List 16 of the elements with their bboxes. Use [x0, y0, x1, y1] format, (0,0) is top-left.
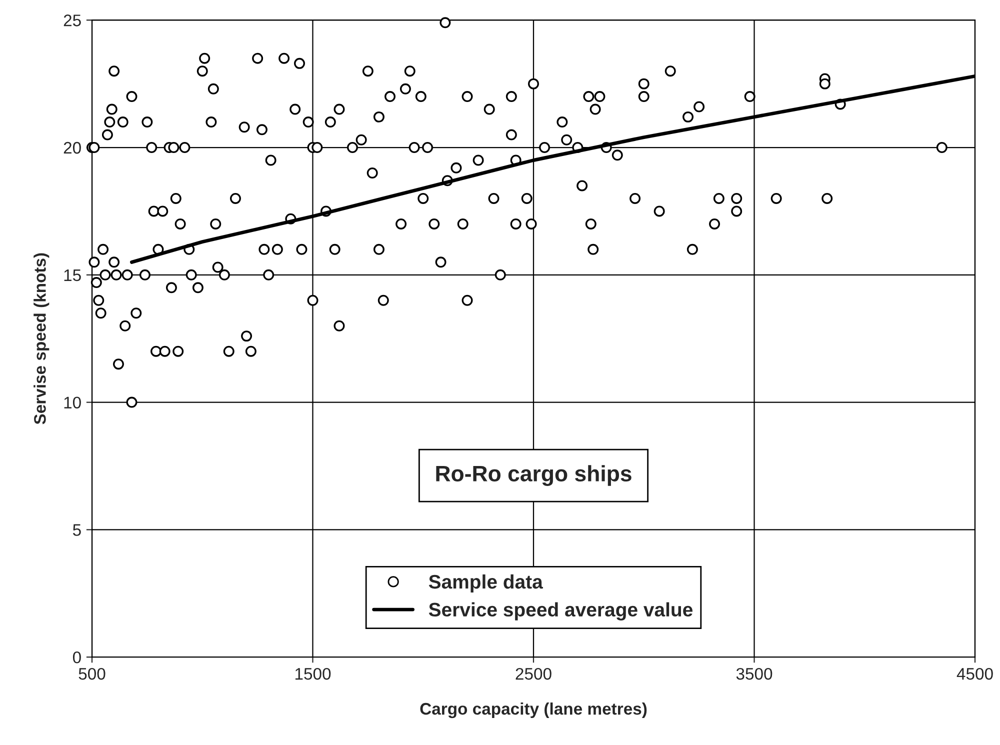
x-tick-label: 3500: [736, 668, 772, 680]
y-tick-label: 15: [64, 269, 81, 282]
x-tick-label: 1500: [295, 668, 331, 680]
annotation: Ro-Ro cargo ships: [436, 465, 632, 486]
y-tick-label: 25: [64, 14, 81, 26]
x-tick-label: 4500: [956, 668, 993, 680]
x-axis-title: Cargo capacity (lane metres): [420, 702, 647, 718]
legend-label: Sample data: [428, 574, 543, 593]
x-tick-label: 2500: [516, 668, 552, 680]
y-tick-label: 20: [64, 142, 81, 154]
y-tick-label: 10: [64, 396, 81, 409]
y-axis-title: Servise speed (knots): [34, 253, 50, 424]
legend-label: Service speed average value: [428, 602, 692, 620]
x-tick-label: 500: [78, 668, 106, 680]
y-tick-label: 5: [72, 524, 81, 536]
y-tick-label: 0: [72, 651, 81, 664]
